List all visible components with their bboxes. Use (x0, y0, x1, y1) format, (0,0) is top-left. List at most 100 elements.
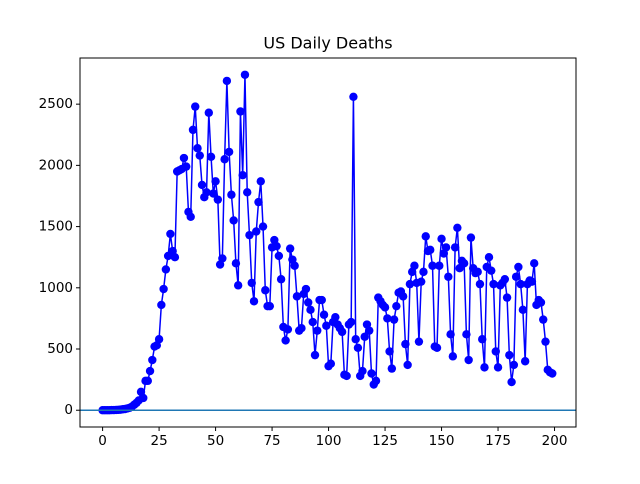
data-point (182, 162, 191, 171)
data-point (297, 324, 306, 333)
data-point (432, 343, 442, 352)
data-point (308, 317, 317, 327)
data-point (243, 188, 252, 197)
data-point (206, 152, 216, 161)
data-point (466, 233, 476, 242)
data-point (195, 151, 204, 160)
data-point (448, 352, 458, 361)
data-point (249, 297, 259, 306)
x-tick-label: 75 (263, 433, 280, 449)
data-point (441, 243, 451, 252)
data-point (403, 360, 412, 370)
data-point (491, 347, 500, 356)
data-point (346, 317, 356, 327)
data-point (245, 230, 254, 240)
data-point (484, 252, 494, 262)
data-point (254, 197, 263, 207)
data-point (166, 229, 175, 239)
data-point (276, 275, 286, 284)
data-point (539, 315, 548, 324)
data-point (529, 259, 539, 268)
data-point (204, 108, 214, 117)
data-point (478, 335, 487, 344)
data-point (367, 369, 376, 378)
data-point (233, 281, 243, 290)
data-point (310, 350, 320, 360)
data-point (213, 195, 223, 204)
data-point (489, 279, 498, 289)
data-point (514, 262, 523, 272)
data-point (193, 144, 202, 153)
data-point (159, 284, 168, 294)
data-point (365, 326, 374, 335)
data-point (202, 188, 211, 197)
data-point (405, 279, 415, 289)
data-point (229, 216, 238, 225)
data-point (548, 369, 557, 378)
data-point (453, 223, 462, 233)
data-point (428, 261, 437, 270)
data-point (511, 272, 521, 281)
data-point (473, 267, 482, 277)
data-point (419, 267, 428, 277)
data-point (186, 212, 195, 221)
data-point (220, 155, 229, 164)
data-point (313, 326, 322, 335)
data-point (252, 227, 261, 236)
data-point (197, 180, 207, 190)
data-point (281, 336, 290, 345)
data-point (459, 259, 469, 268)
data-point (500, 275, 510, 284)
data-point (527, 277, 537, 286)
data-point (342, 371, 351, 381)
y-tick-label: 2500 (39, 96, 73, 112)
y-tick-label: 1500 (39, 219, 73, 235)
y-tick-label: 1000 (39, 280, 73, 296)
data-point (385, 347, 394, 356)
data-point (387, 364, 397, 373)
data-point (258, 222, 268, 231)
data-point (426, 245, 435, 255)
data-point (227, 190, 236, 199)
data-point (285, 244, 295, 253)
data-point (410, 261, 419, 270)
data-point (417, 277, 426, 286)
data-point (337, 327, 347, 337)
data-point (437, 234, 446, 244)
data-point (161, 265, 171, 274)
data-point (421, 232, 430, 241)
data-point (444, 272, 453, 281)
data-point (179, 153, 189, 163)
data-point (450, 243, 460, 252)
data-point (331, 312, 340, 322)
data-point (536, 298, 546, 307)
data-point (505, 350, 514, 360)
data-point (398, 292, 408, 301)
data-point (392, 301, 401, 311)
data-point (238, 170, 247, 180)
x-tick-label: 175 (485, 433, 511, 449)
x-tick-label: 0 (98, 433, 107, 449)
data-point (283, 325, 293, 334)
data-point (349, 92, 358, 102)
data-point (224, 147, 234, 157)
data-point (351, 335, 360, 344)
data-point (272, 241, 281, 251)
data-point (414, 337, 424, 346)
data-point (301, 284, 311, 294)
data-point (326, 359, 336, 368)
data-point (509, 360, 519, 370)
data-point (541, 337, 550, 346)
data-line (102, 74, 553, 411)
y-tick-label: 500 (47, 341, 73, 357)
data-point (292, 292, 302, 301)
data-point (261, 286, 270, 295)
data-point (209, 189, 218, 198)
data-point (247, 278, 256, 288)
chart-title: US Daily Deaths (263, 34, 392, 53)
x-tick-label: 125 (372, 433, 398, 449)
data-point (487, 266, 496, 275)
data-point (358, 366, 367, 376)
data-point (493, 363, 503, 372)
data-point (507, 377, 516, 387)
